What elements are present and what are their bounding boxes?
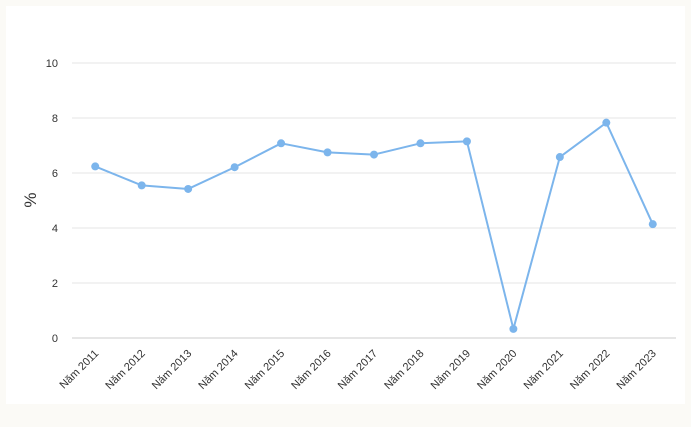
y-axis-ticks: 0 2 4 6 8 10 xyxy=(46,58,58,345)
y-tick-label: 4 xyxy=(52,223,58,235)
y-tick-label: 2 xyxy=(52,278,58,290)
x-tick-label: Năm 2014 xyxy=(196,348,240,392)
x-tick-label: Năm 2011 xyxy=(58,348,102,392)
data-point[interactable] xyxy=(555,153,564,162)
x-tick-label: Năm 2013 xyxy=(150,348,194,392)
data-point[interactable] xyxy=(602,118,611,127)
data-point[interactable] xyxy=(230,163,239,172)
y-tick-label: 10 xyxy=(46,58,58,70)
x-axis-ticks: Năm 2011 Năm 2012 Năm 2013 Năm 2014 Năm 2015… xyxy=(58,348,659,392)
x-tick-label: Năm 2023 xyxy=(615,348,659,392)
x-tick-label: Năm 2012 xyxy=(103,348,147,392)
x-tick-label: Năm 2016 xyxy=(289,348,333,392)
x-tick-label: Năm 2022 xyxy=(568,348,612,392)
data-point[interactable] xyxy=(509,324,518,333)
y-axis-label: % xyxy=(21,192,40,207)
x-tick-label: Năm 2020 xyxy=(475,348,519,392)
series-layer xyxy=(91,118,657,333)
data-point[interactable] xyxy=(277,139,286,148)
y-tick-label: 0 xyxy=(52,333,58,345)
x-tick-label: Năm 2019 xyxy=(429,348,473,392)
data-point[interactable] xyxy=(370,150,378,159)
grid-lines xyxy=(72,62,676,339)
x-tick-label: Năm 2021 xyxy=(522,348,566,392)
data-point[interactable] xyxy=(323,148,332,157)
x-tick-label: Năm 2017 xyxy=(336,348,380,392)
x-tick-label: Năm 2015 xyxy=(243,348,287,392)
data-point[interactable] xyxy=(648,220,657,229)
data-point[interactable] xyxy=(184,184,193,193)
data-point[interactable] xyxy=(91,162,100,171)
y-tick-label: 8 xyxy=(52,113,58,125)
data-point[interactable] xyxy=(137,181,146,190)
x-tick-label: Năm 2018 xyxy=(382,348,426,392)
data-point[interactable] xyxy=(462,137,471,146)
y-tick-label: 6 xyxy=(52,168,58,180)
data-point[interactable] xyxy=(416,139,425,148)
